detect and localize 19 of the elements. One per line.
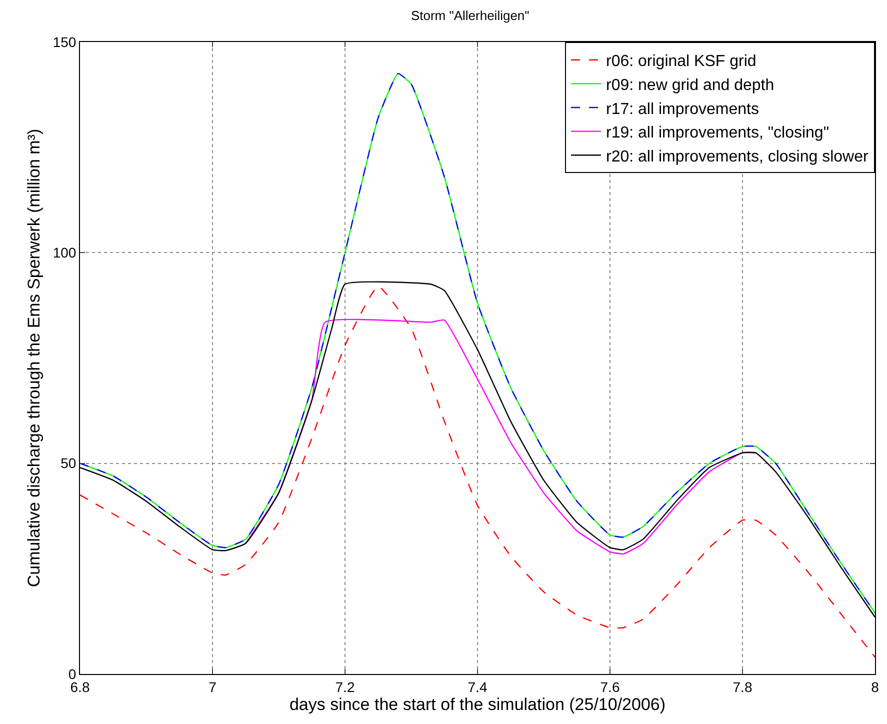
x-tick-label: 8 [871,678,880,695]
y-tick-label: 100 [52,244,76,261]
x-tick-label: 7.6 [600,678,620,695]
x-tick-label: 7.4 [468,678,488,695]
legend-label: r09: new grid and depth [606,76,774,94]
legend-label: r20: all improvements, closing slower [606,148,869,166]
x-axis-title: days since the start of the simulation (25/10/2006) [289,695,666,714]
x-tick-label: 7.8 [732,678,752,695]
legend-label: r19: all improvements, "closing" [606,124,829,142]
legend-label: r17: all improvements [606,100,759,118]
y-tick-label: 50 [60,455,76,472]
line-series [245,318,756,555]
y-tick-label: 150 [52,34,76,50]
x-tick-label: 7 [208,678,217,695]
chart-title: Storm "Allerheiligen" [410,8,530,23]
x-tick-label: 7.2 [335,678,355,695]
y-axis-title: Cumulative discharge through the Ems Sperwerk (million m³) [24,128,44,588]
line-series [80,73,875,614]
legend-label: r06: original KSF grid [606,53,756,70]
